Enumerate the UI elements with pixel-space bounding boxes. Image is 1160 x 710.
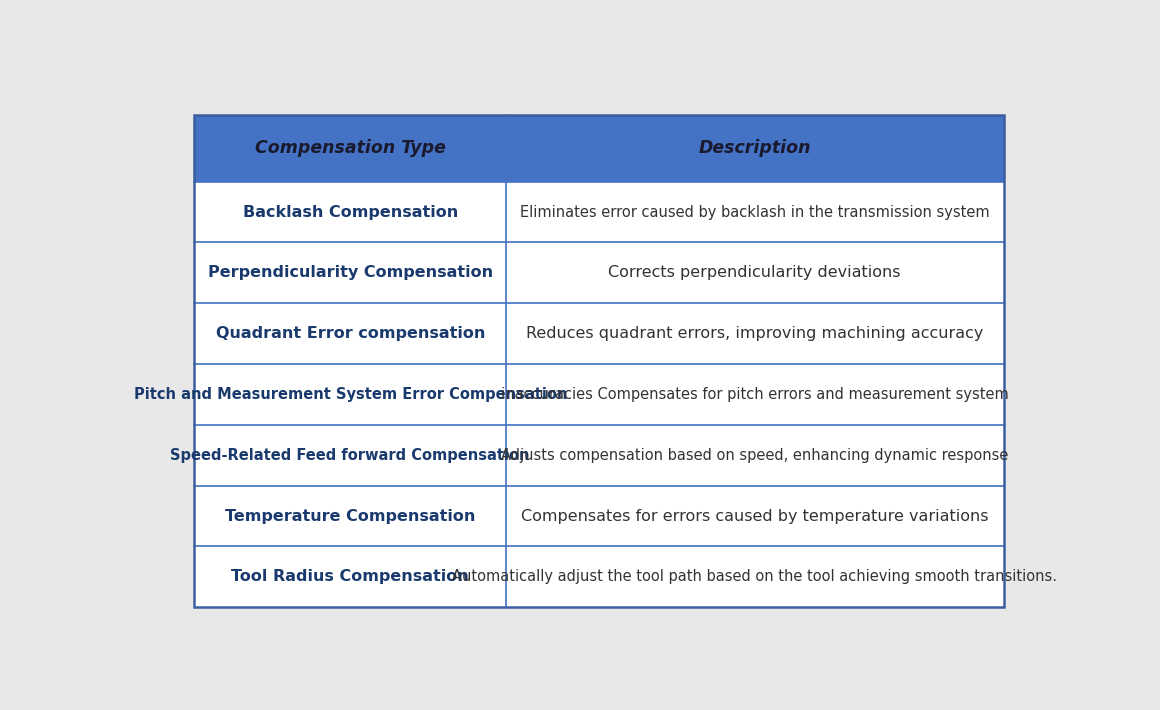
Text: Description: Description xyxy=(698,139,811,158)
Text: Reduces quadrant errors, improving machining accuracy: Reduces quadrant errors, improving machi… xyxy=(525,326,984,342)
Bar xyxy=(195,115,1003,182)
Text: Compensation Type: Compensation Type xyxy=(255,139,445,158)
Bar xyxy=(195,115,1003,607)
Text: Perpendicularity Compensation: Perpendicularity Compensation xyxy=(208,266,493,280)
Text: Temperature Compensation: Temperature Compensation xyxy=(225,508,476,523)
Text: Speed-Related Feed forward Compensation: Speed-Related Feed forward Compensation xyxy=(171,448,530,463)
Text: Eliminates error caused by backlash in the transmission system: Eliminates error caused by backlash in t… xyxy=(520,204,989,219)
Text: Quadrant Error compensation: Quadrant Error compensation xyxy=(216,326,485,342)
Text: Pitch and Measurement System Error Compensation: Pitch and Measurement System Error Compe… xyxy=(133,387,567,402)
Text: inaccuracies Compensates for pitch errors and measurement system: inaccuracies Compensates for pitch error… xyxy=(501,387,1009,402)
Text: Corrects perpendicularity deviations: Corrects perpendicularity deviations xyxy=(609,266,901,280)
Bar xyxy=(195,115,1003,607)
Text: Tool Radius Compensation: Tool Radius Compensation xyxy=(231,569,469,584)
Text: Adjusts compensation based on speed, enhancing dynamic response: Adjusts compensation based on speed, enh… xyxy=(501,448,1008,463)
Text: Automatically adjust the tool path based on the tool achieving smooth transition: Automatically adjust the tool path based… xyxy=(452,569,1057,584)
Text: Backlash Compensation: Backlash Compensation xyxy=(242,204,458,219)
Text: Compensates for errors caused by temperature variations: Compensates for errors caused by tempera… xyxy=(521,508,988,523)
